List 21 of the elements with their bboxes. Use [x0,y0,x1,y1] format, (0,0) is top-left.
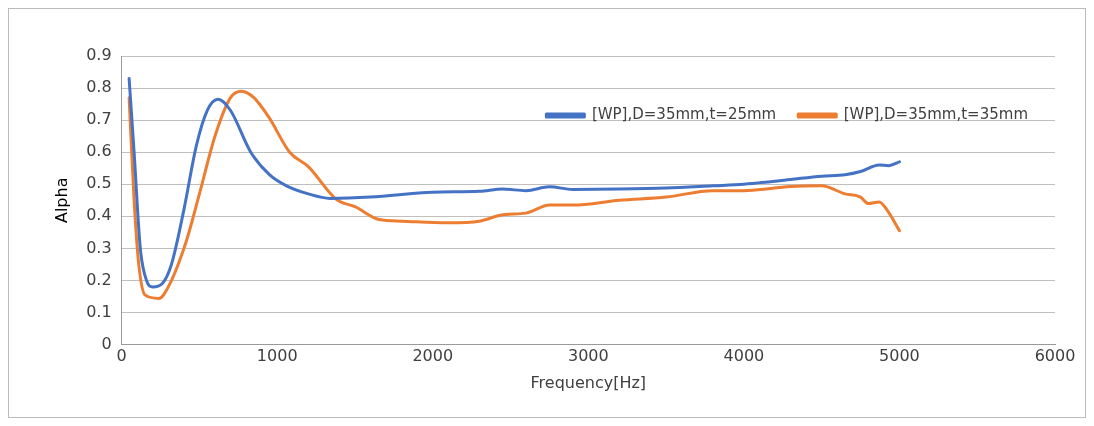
x-tick-label: 4000 [723,346,765,366]
legend-label: [WP],D=35mm,t=35mm [843,105,1029,124]
x-tick-label: 5000 [879,346,920,366]
x-tick-label: 2000 [412,346,454,366]
y-tick-label: 0.2 [86,269,112,289]
y-tick-label: 0.9 [86,45,112,65]
x-axis-title: Frequency[Hz] [530,372,647,392]
x-tick-label: 6000 [1034,346,1076,366]
y-tick-label: 0.1 [86,301,112,321]
x-tick-label: 3000 [567,346,609,366]
y-tick-label: 0.3 [86,237,112,257]
y-tick-label: 0.4 [86,205,112,225]
y-tick-label: 0.7 [86,109,112,129]
y-axis-title: Alpha [51,177,71,224]
x-tick-label: 0 [116,346,127,366]
y-tick-label: 0.5 [86,173,112,193]
y-tick-label: 0.8 [86,77,112,97]
x-tick-label: 1000 [256,346,298,366]
legend-label: [WP],D=35mm,t=25mm [591,105,777,124]
y-tick-label: 0 [101,333,112,353]
y-tick-label: 0.6 [86,141,112,161]
